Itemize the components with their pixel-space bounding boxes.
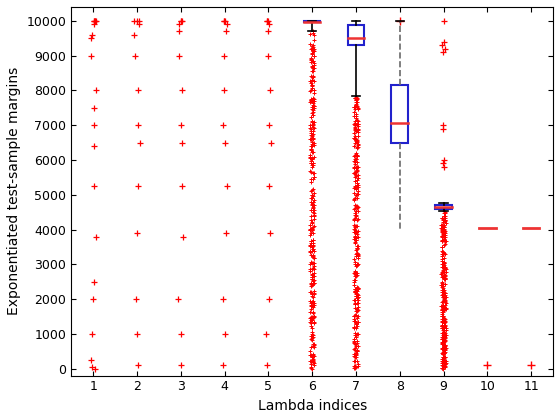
Bar xyxy=(435,205,452,210)
X-axis label: Lambda indices: Lambda indices xyxy=(258,399,367,413)
Bar xyxy=(304,21,320,22)
Bar xyxy=(348,25,364,45)
Y-axis label: Exponentiated test-sample margins: Exponentiated test-sample margins xyxy=(7,67,21,315)
Bar xyxy=(391,85,408,143)
